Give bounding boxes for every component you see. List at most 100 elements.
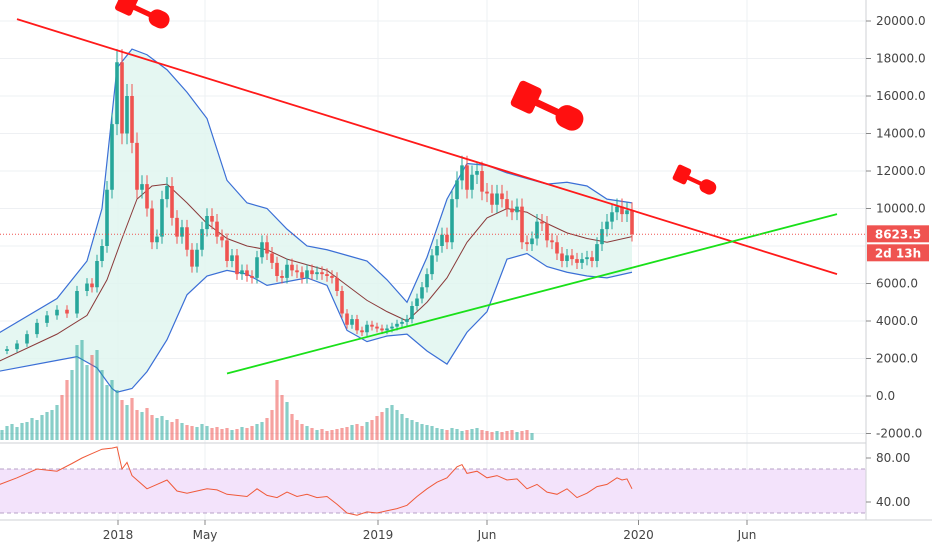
candle-body [5,349,9,351]
volume-bar [275,380,279,440]
volume-bar [45,412,49,440]
volume-bar [50,410,54,440]
price-axis[interactable]: 20000.0 18000.0 16000.0 14000.0 12000.0 10000… [866,14,926,441]
time-tick-label: 2020 [623,528,654,542]
hammer-mark-2[interactable] [509,79,588,136]
price-tick-label: 14000.0 [876,127,926,141]
support-trendline[interactable] [226,213,838,375]
candle-body [360,330,364,333]
candlesticks [5,49,634,355]
candle-body [605,221,609,230]
volume-bar [240,427,244,440]
hammer-mark-1[interactable] [114,0,173,33]
volume-bar [415,422,419,440]
volume-bar [485,431,489,440]
candle-body [155,236,159,243]
trendlines[interactable] [16,18,838,375]
volume-bar [530,433,534,440]
candle-body [180,227,184,237]
candle-body [540,221,544,224]
candle-body [495,193,499,205]
time-axis[interactable]: 2018 May 2019 Jun 2020 Jun [103,520,757,542]
price-tick-label: 10000.0 [876,202,926,216]
volume-bar [435,428,439,440]
candle-body [100,246,104,261]
candle-body [25,334,29,344]
volume-bar [120,400,124,440]
candle-body [450,199,454,243]
volume-bar [385,408,389,440]
volume-bar [495,431,499,440]
volume-bar [315,430,319,440]
candle-body [320,272,324,275]
volume-bar [150,415,154,440]
volume-bar [25,422,29,440]
candle-body [325,274,329,276]
candle-body [240,270,244,275]
candle-body [345,313,349,325]
candle-body [310,270,314,275]
candle-body [260,242,264,258]
volume-bar [60,395,64,440]
price-tick-label: 18000.0 [876,52,926,66]
volume-bar [165,420,169,440]
candle-body [315,272,319,275]
candle-body [575,259,579,263]
volume-bar [160,416,164,440]
candle-body [395,323,399,327]
volume-bar [145,408,149,440]
candle-body [15,343,19,350]
volume-bar [500,432,504,440]
volume-bar [505,431,509,440]
volume-bar [180,423,184,440]
candle-body [150,208,154,243]
candle-body [185,227,189,250]
candle-body [65,309,69,314]
candle-body [580,259,584,263]
candle-body [90,283,94,288]
volume-bar [515,432,519,440]
candle-body [630,210,634,235]
candle-body [465,165,469,190]
candle-body [115,62,119,125]
hammer-mark-3[interactable] [672,164,719,198]
volume-bar [400,414,404,440]
candle-body [120,62,124,134]
candle-body [335,277,339,291]
volume-bar [155,418,159,440]
volume-bar [420,424,424,440]
volume-bar [445,430,449,440]
candle-body [165,186,169,200]
candle-body [440,234,444,246]
rsi-pane [0,446,866,516]
volume-bar [310,428,314,440]
rsi-line [0,446,633,516]
rsi-tick-label: 40.00 [876,495,910,509]
candle-body [350,319,354,325]
volume-bar [390,405,394,440]
volume-bar [325,431,329,440]
candle-body [245,270,249,276]
candle-body [620,206,624,215]
volume-bar [225,428,229,440]
volume-bar [520,431,524,440]
resistance-trendline[interactable] [16,18,838,275]
candle-body [140,184,144,190]
hammer-annotations[interactable] [114,0,719,198]
rsi-axis[interactable]: 80.00 40.00 [866,451,910,509]
candle-body [435,246,439,256]
candle-body [445,234,449,243]
candle-body [280,276,284,278]
volume-bar [130,398,134,440]
candle-body [530,238,534,245]
volume-bar [280,395,284,440]
volume-bar [335,429,339,440]
candle-body [305,270,309,278]
volume-bar [250,426,254,440]
volume-bar [475,428,479,440]
candle-body [430,255,434,275]
candle-body [295,270,299,273]
volume-bar [340,428,344,440]
countdown-tag: 2d 13h [867,244,929,262]
